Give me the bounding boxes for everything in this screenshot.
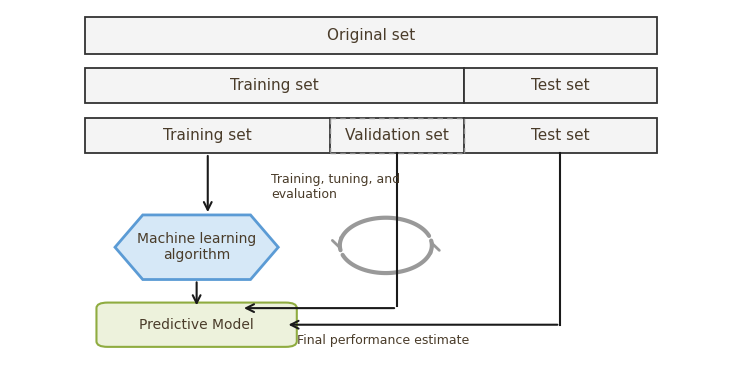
Text: Final performance estimate: Final performance estimate xyxy=(297,334,469,347)
Text: Training set: Training set xyxy=(163,128,252,143)
FancyBboxPatch shape xyxy=(85,17,657,54)
FancyBboxPatch shape xyxy=(96,303,297,347)
Text: Machine learning
algorithm: Machine learning algorithm xyxy=(137,232,256,262)
Text: Test set: Test set xyxy=(531,128,590,143)
Text: Original set: Original set xyxy=(327,28,415,42)
FancyBboxPatch shape xyxy=(464,68,657,103)
Text: Training, tuning, and
evaluation: Training, tuning, and evaluation xyxy=(271,173,400,201)
FancyBboxPatch shape xyxy=(85,118,657,153)
Text: Predictive Model: Predictive Model xyxy=(139,318,254,332)
Text: Test set: Test set xyxy=(531,78,590,93)
Polygon shape xyxy=(115,215,278,280)
Text: Training set: Training set xyxy=(230,78,319,93)
FancyBboxPatch shape xyxy=(85,68,464,103)
Text: Validation set: Validation set xyxy=(345,128,449,143)
